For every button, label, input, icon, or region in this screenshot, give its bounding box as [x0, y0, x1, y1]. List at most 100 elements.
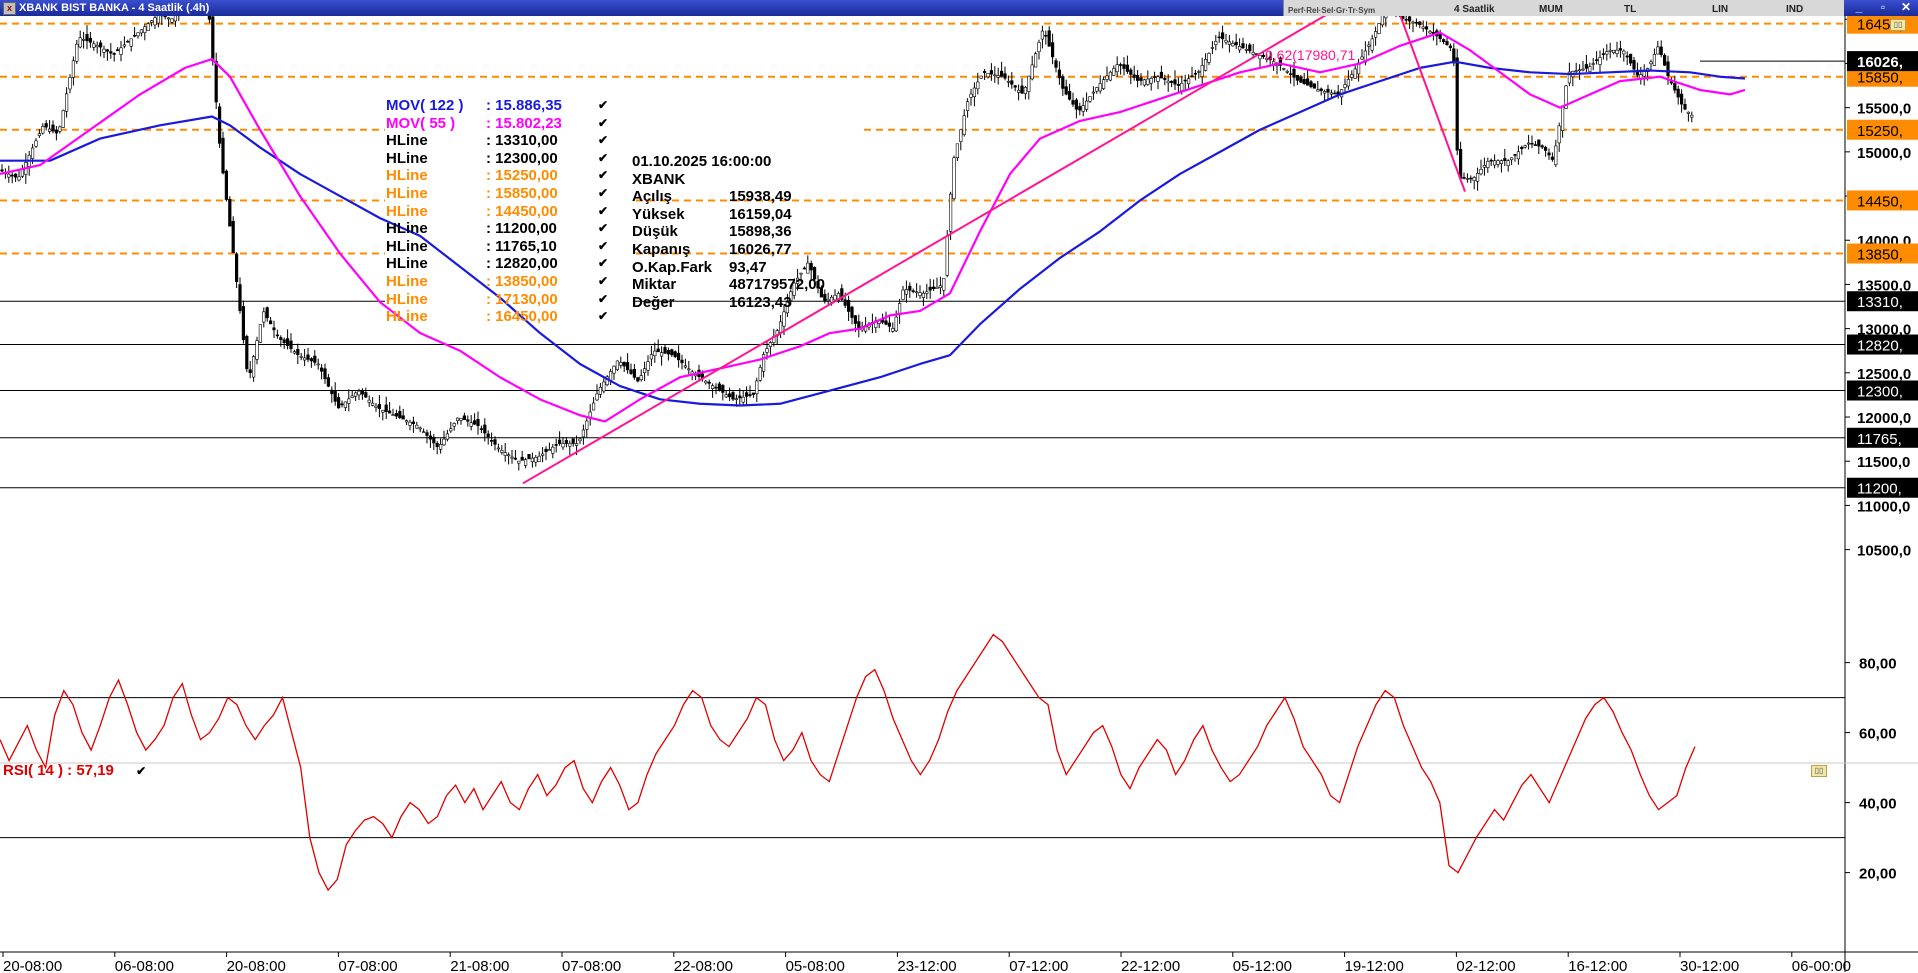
time-tick-label: 22-08:00: [674, 958, 733, 973]
candle-body: [1197, 71, 1201, 73]
candle-body: [1030, 64, 1034, 80]
check-icon[interactable]: ✔: [598, 203, 609, 218]
check-icon[interactable]: ✔: [598, 291, 609, 306]
candle-body: [122, 44, 126, 47]
candle-body: [1170, 80, 1174, 83]
last-price-tag: 16026,: [1857, 54, 1903, 71]
check-icon[interactable]: ✔: [598, 273, 609, 288]
candle-body: [479, 428, 484, 430]
panel-toggle-icon[interactable]: ▯▯: [1890, 19, 1906, 31]
candle-body: [574, 443, 579, 446]
candle-body: [1530, 142, 1534, 145]
legend-name: MOV( 55 ): [386, 114, 456, 132]
toolbar-tool-icons[interactable]: Perf·Rel·Sel·Gr·Tr·Sym: [1288, 6, 1376, 15]
candle-body: [357, 390, 361, 396]
check-icon[interactable]: ✔: [598, 150, 609, 165]
period-selector[interactable]: 4 Saatlik: [1454, 4, 1495, 15]
candle-body: [1496, 160, 1500, 165]
candle-body: [343, 401, 348, 408]
legend-value: : 13850,00: [486, 272, 558, 290]
candle-body: [1112, 68, 1116, 76]
price-tick-label: 12500,0: [1857, 366, 1911, 383]
price-tick-label: 15000,0: [1857, 145, 1911, 162]
candle-body: [938, 285, 942, 288]
time-tick-label: 16-12:00: [1568, 958, 1627, 973]
candle-body: [1200, 65, 1204, 77]
hline-tag-13850: 13850,: [1847, 243, 1918, 264]
candle-body: [510, 456, 514, 459]
hline-tag-11200: 11200,: [1847, 477, 1918, 498]
legend-value: : 12300,00: [486, 149, 558, 167]
check-icon[interactable]: ✔: [598, 115, 609, 130]
candle-body: [167, 17, 171, 20]
candle-body: [884, 320, 888, 325]
candle-body: [394, 412, 399, 417]
chart-type-selector[interactable]: MUM: [1539, 4, 1563, 15]
candle-body: [1663, 54, 1667, 66]
check-icon[interactable]: ✔: [598, 168, 609, 183]
candle-body: [551, 446, 555, 454]
candle-body: [833, 294, 837, 301]
candle-body: [649, 354, 653, 360]
mov122-line: [0, 60, 1746, 407]
candle-body: [0, 169, 4, 172]
check-icon[interactable]: ✔: [598, 98, 609, 112]
candle-body: [1244, 49, 1248, 51]
candle-body: [302, 357, 307, 361]
time-tick-label: 07-08:00: [338, 958, 397, 973]
trend-line: [522, 16, 1466, 485]
candle-body: [1380, 16, 1384, 26]
candle-body: [965, 101, 970, 111]
candle-body: [1251, 52, 1255, 55]
app-icon[interactable]: x: [3, 2, 16, 15]
check-icon[interactable]: ✔: [598, 238, 609, 253]
currency-selector[interactable]: TL: [1624, 4, 1637, 15]
candle-body: [534, 457, 538, 463]
minimize-icon[interactable]: _: [1855, 0, 1863, 14]
candle-body: [75, 43, 79, 62]
candle-body: [670, 349, 674, 356]
candle-body: [1142, 79, 1146, 86]
candle-body: [1292, 68, 1296, 78]
candle-body: [1006, 80, 1010, 83]
restore-icon[interactable]: ▫: [1880, 0, 1886, 14]
check-icon[interactable]: ✔: [598, 309, 609, 324]
candle-body: [1285, 71, 1289, 73]
check-icon[interactable]: ✔: [598, 185, 609, 200]
candle-body: [489, 439, 494, 442]
info-key: O.Kap.Fark: [632, 258, 713, 276]
candle-body: [785, 301, 789, 314]
candle-body: [272, 327, 276, 331]
close-icon[interactable]: ✕: [1900, 0, 1912, 14]
candle-body: [1659, 46, 1663, 56]
rsi-check-icon[interactable]: ✔: [136, 764, 147, 778]
scale-selector[interactable]: LIN: [1712, 4, 1729, 15]
hline-tag-bg: [1847, 119, 1918, 140]
indicator-selector[interactable]: IND: [1786, 4, 1804, 15]
price-tick-label: 15500,0: [1857, 101, 1911, 118]
candle-body: [731, 392, 735, 400]
candle-body: [857, 321, 861, 329]
candle-body: [1265, 58, 1269, 60]
rsi-tick-label: 60,00: [1859, 726, 1897, 743]
candle-body: [598, 386, 602, 395]
candle-body: [540, 453, 545, 456]
candle-body: [1462, 177, 1466, 179]
candle-body: [1210, 47, 1214, 49]
check-icon[interactable]: ✔: [598, 256, 609, 271]
candle-body: [887, 322, 891, 327]
candle-body: [292, 351, 297, 354]
check-icon[interactable]: ✔: [598, 221, 609, 236]
time-tick-label: 06-08:00: [115, 958, 174, 973]
chart-canvas[interactable]: 18000,017500,017000,016500,016000,015500…: [0, 16, 1918, 973]
candle-body: [1016, 89, 1021, 93]
check-icon[interactable]: ✔: [598, 133, 609, 148]
candle-body: [1472, 177, 1476, 181]
info-datetime: 01.10.2025 16:00:00: [632, 153, 772, 170]
rsi-panel-toggle-icon[interactable]: ▯▯: [1811, 765, 1827, 777]
hline-tag-11765: 11765,: [1847, 427, 1918, 448]
candle-body: [85, 34, 89, 42]
candle-body: [629, 369, 633, 374]
legend-name: HLine: [386, 132, 428, 150]
candle-body: [1557, 125, 1561, 144]
